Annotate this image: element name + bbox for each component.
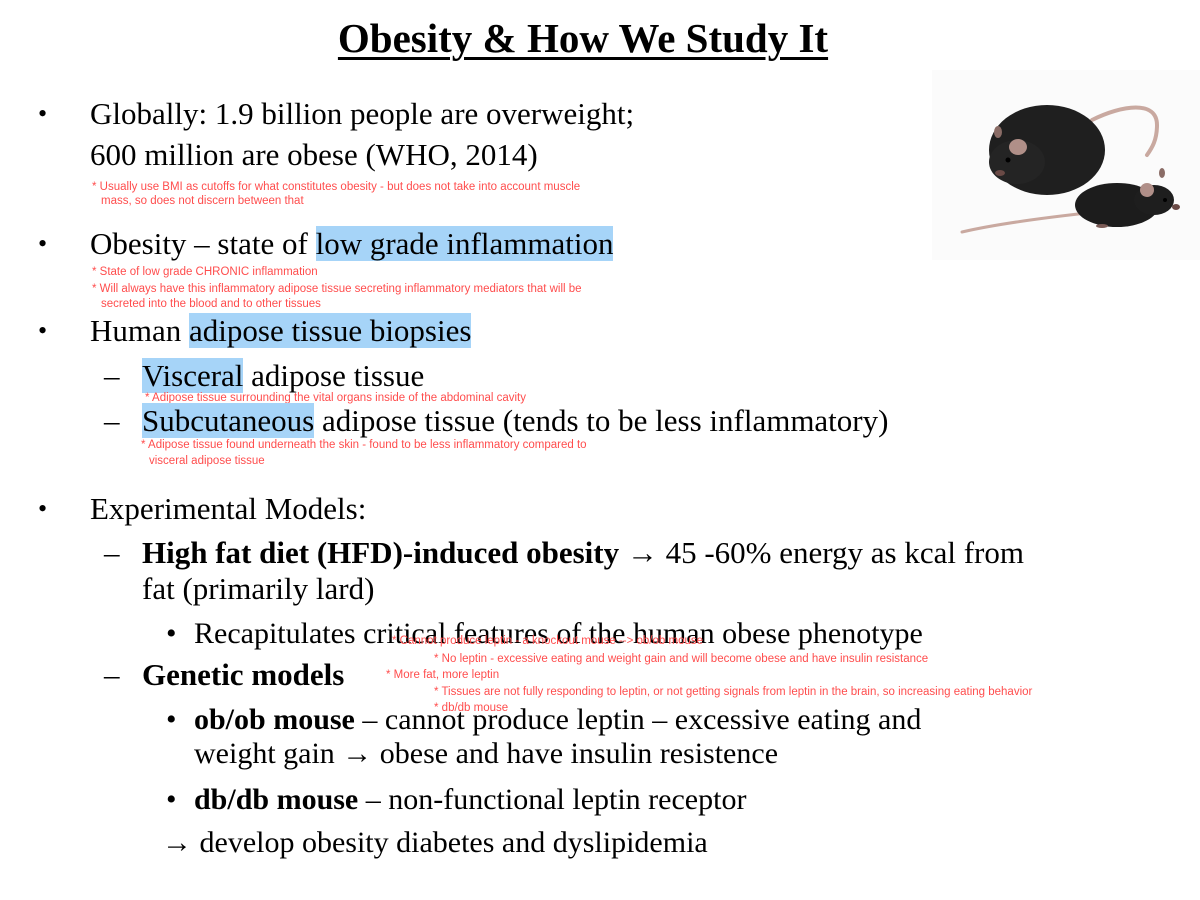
- sub-visceral: Visceral adipose tissue: [142, 358, 424, 394]
- sub-visceral-text: adipose tissue: [243, 358, 425, 393]
- hfd-bold: High fat diet: [142, 535, 310, 570]
- note-cannot-produce-leptin: * Cannot produce leptin - a knockout mou…: [392, 635, 703, 647]
- sub-ob-ob-line2: weight gain → obese and have insulin res…: [194, 737, 779, 770]
- note-db-db-mouse: * db/db mouse: [434, 702, 509, 714]
- bullet-globally-line1: Globally: 1.9 billion people are overwei…: [90, 96, 635, 131]
- genetic-models-bold: Genetic models: [142, 657, 345, 692]
- db-db-text: – non-functional leptin receptor: [358, 783, 747, 816]
- highlight-low-grade-inflammation: low grade inflammation: [315, 226, 614, 261]
- note-no-leptin: * No leptin - excessive eating and weigh…: [434, 653, 929, 665]
- small-bullet-marker: •: [166, 783, 177, 816]
- bullet-globally-line2: 600 million are obese (WHO, 2014): [90, 137, 538, 172]
- hfd-abbrev: (HFD): [309, 535, 403, 570]
- note-mediators-line2: secreted into the blood and to other tis…: [101, 298, 321, 310]
- sub-subcutaneous: Subcutaneous adipose tissue (tends to be…: [142, 403, 888, 439]
- note-bmi-line1: * Usually use BMI as cutoffs for what co…: [92, 181, 581, 193]
- note-tissues-not-responding: * Tissues are not fully responding to le…: [434, 686, 1033, 698]
- sub-ob-ob: ob/ob mouse – cannot produce leptin – ex…: [194, 703, 921, 737]
- bullet-marker: •: [38, 316, 48, 345]
- sub-db-db: db/db mouse – non-functional leptin rece…: [194, 783, 746, 817]
- sub-hfd: High fat diet (HFD)-induced obesity → 45…: [142, 535, 1024, 571]
- note-subcutaneous-line1: * Adipose tissue found underneath the sk…: [141, 439, 587, 451]
- small-bullet-marker: •: [166, 617, 177, 650]
- highlight-adipose-biopsies: adipose tissue biopsies: [189, 313, 472, 348]
- db-db-bold: db/db mouse: [194, 783, 359, 816]
- sub-subcutaneous-text: adipose tissue (tends to be less inflamm…: [314, 403, 889, 438]
- mice-photo: [932, 70, 1200, 260]
- hfd-rest: → 45 -60% energy as kcal from: [619, 535, 1024, 570]
- dash-marker: –: [104, 535, 120, 570]
- slide-title: Obesity & How We Study It: [337, 15, 829, 61]
- sub-recapitulates: Recapitulates critical features of the h…: [194, 617, 923, 650]
- ob-ob-bold: ob/ob mouse: [194, 703, 355, 736]
- bullet-experimental-models: Experimental Models:: [90, 491, 367, 526]
- bullet-marker: •: [38, 229, 48, 258]
- bullet-marker: •: [38, 494, 48, 523]
- highlight-visceral: Visceral: [142, 358, 244, 393]
- note-mediators-line1: * Will always have this inflammatory adi…: [92, 283, 582, 295]
- hfd-bold-2: -induced obesity: [402, 535, 620, 570]
- note-bmi-line2: mass, so does not discern between that: [101, 195, 304, 207]
- develop-obesity-line: → develop obesity diabetes and dyslipide…: [162, 826, 708, 859]
- note-visceral: * Adipose tissue surrounding the vital o…: [145, 392, 527, 404]
- sub-genetic-models: Genetic models: [142, 657, 344, 693]
- bullet-marker: •: [38, 99, 48, 128]
- dash-marker: –: [104, 657, 120, 692]
- highlight-subcutaneous: Subcutaneous: [142, 403, 315, 438]
- dash-marker: –: [104, 358, 120, 393]
- bullet-biopsies-text: Human: [90, 313, 190, 348]
- ob-ob-text: – cannot produce leptin – excessive eati…: [354, 703, 922, 736]
- small-bullet-marker: •: [166, 703, 177, 736]
- note-chronic: * State of low grade CHRONIC inflammatio…: [92, 266, 318, 278]
- obese-and-lean-mouse-image: [932, 70, 1200, 260]
- sub-hfd-line2: fat (primarily lard): [142, 571, 375, 606]
- bullet-inflammation: Obesity – state of low grade inflammatio…: [90, 226, 614, 262]
- note-more-fat: * More fat, more leptin: [386, 669, 500, 681]
- note-subcutaneous-line2: visceral adipose tissue: [149, 455, 265, 467]
- bullet-biopsies: Human adipose tissue biopsies: [90, 313, 472, 349]
- bullet-inflammation-text: Obesity – state of: [90, 226, 316, 261]
- dash-marker: –: [104, 403, 120, 438]
